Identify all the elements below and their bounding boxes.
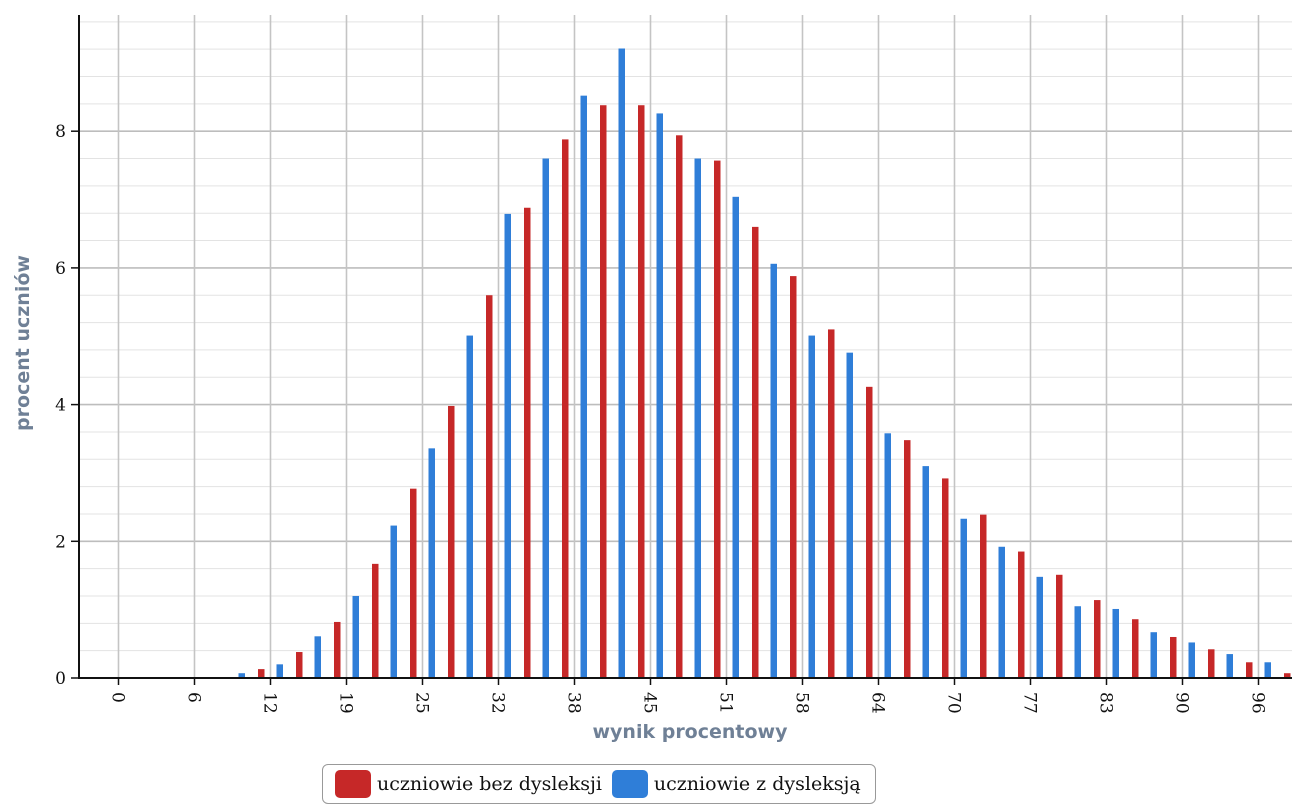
legend-swatch-blue [611, 770, 648, 798]
bar-dyslexia [694, 158, 701, 679]
bar-dyslexia [1036, 576, 1043, 678]
bar-no-dyslexia [980, 514, 987, 678]
bar-no-dyslexia [1208, 649, 1215, 678]
x-tick-label: 45 [640, 692, 660, 714]
bar-dyslexia [314, 636, 321, 678]
bar-dyslexia [618, 48, 625, 678]
bar-dyslexia [846, 352, 853, 678]
bar-no-dyslexia [790, 276, 797, 678]
bar-dyslexia [580, 95, 587, 678]
bar-no-dyslexia [600, 105, 607, 679]
bar-dyslexia [1074, 606, 1081, 678]
y-tick-label: 8 [55, 122, 66, 142]
bar-dyslexia [960, 518, 967, 678]
bar-dyslexia [390, 525, 397, 678]
bar-no-dyslexia [1246, 662, 1253, 678]
x-tick-label: 70 [944, 692, 964, 714]
bar-no-dyslexia [334, 621, 341, 678]
bar-dyslexia [1226, 654, 1233, 678]
y-tick-label: 6 [55, 259, 66, 279]
bar-dyslexia [656, 113, 663, 678]
bar-no-dyslexia [866, 386, 873, 678]
x-tick-label: 38 [564, 692, 584, 714]
bar-dyslexia [1150, 632, 1157, 678]
x-tick-label: 12 [260, 692, 280, 714]
bar-no-dyslexia [942, 478, 949, 678]
bar-dyslexia [770, 263, 777, 678]
x-tick-label: 6 [184, 692, 204, 703]
bar-no-dyslexia [714, 160, 721, 678]
x-tick-label: 19 [336, 692, 356, 714]
y-tick-label: 2 [55, 532, 66, 552]
bar-no-dyslexia [1170, 636, 1177, 678]
bar-no-dyslexia [296, 652, 303, 678]
bar-dyslexia [732, 196, 739, 678]
bar-no-dyslexia [638, 105, 645, 679]
bar-no-dyslexia [904, 440, 911, 678]
bar-dyslexia [542, 158, 549, 679]
bar-no-dyslexia [1132, 619, 1139, 678]
bar-no-dyslexia [524, 207, 531, 678]
legend: uczniowie bez dysleksji uczniowie z dysl… [322, 764, 876, 804]
y-tick-label: 4 [55, 396, 66, 416]
bar-dyslexia [466, 335, 473, 678]
bar-no-dyslexia [372, 563, 379, 678]
bar-dyslexia [428, 448, 435, 678]
bar-dyslexia [238, 673, 245, 678]
grid-lines [79, 15, 1292, 678]
x-tick-label: 77 [1020, 692, 1040, 714]
bar-dyslexia [884, 433, 891, 678]
x-tick-label: 83 [1096, 692, 1116, 714]
bar-dyslexia [922, 466, 929, 678]
bar-no-dyslexia [828, 329, 835, 678]
bar-dyslexia [504, 213, 511, 678]
legend-item-dyslexia[interactable]: uczniowie z dysleksją [611, 770, 861, 798]
x-tick-label: 90 [1172, 692, 1192, 714]
bar-no-dyslexia [448, 405, 455, 678]
bar-no-dyslexia [1284, 673, 1291, 678]
bar-no-dyslexia [258, 669, 265, 678]
bar-dyslexia [276, 664, 283, 678]
x-tick-label: 25 [412, 692, 432, 714]
x-tick-label: 58 [792, 692, 812, 714]
bar-dyslexia [998, 546, 1005, 678]
tick-labels: 0 2 4 6 8 0 6 12 19 25 32 38 45 51 58 64 70 77 83 90 96 [55, 122, 1267, 713]
bar-no-dyslexia [410, 488, 417, 678]
x-tick-label: 64 [868, 692, 888, 714]
x-tick-label: 32 [488, 692, 508, 714]
bar-no-dyslexia [1018, 551, 1025, 678]
x-axis-title: wynik procentowy [592, 721, 788, 743]
bar-no-dyslexia [676, 135, 683, 679]
legend-swatch-red [335, 770, 371, 798]
bar-dyslexia [1264, 662, 1271, 678]
legend-item-no-dyslexia[interactable]: uczniowie bez dysleksji [335, 770, 602, 798]
bar-dyslexia [1112, 608, 1119, 678]
legend-label: uczniowie bez dysleksji [377, 773, 602, 795]
bar-no-dyslexia [752, 226, 759, 678]
bar-dyslexia [352, 595, 359, 678]
bar-no-dyslexia [1094, 600, 1101, 678]
axes [78, 15, 1292, 679]
bar-no-dyslexia [562, 139, 569, 678]
bar-no-dyslexia [486, 295, 493, 678]
y-tick-label: 0 [55, 669, 66, 689]
bar-no-dyslexia [1056, 574, 1063, 678]
bar-dyslexia [808, 335, 815, 678]
bar-dyslexia [1188, 642, 1195, 678]
x-tick-label: 0 [108, 692, 128, 703]
x-tick-label: 51 [716, 692, 736, 714]
x-tick-label: 96 [1248, 692, 1268, 714]
y-axis-title: procent uczniów [12, 255, 34, 431]
legend-label: uczniowie z dysleksją [653, 773, 861, 795]
bars [220, 48, 1291, 679]
